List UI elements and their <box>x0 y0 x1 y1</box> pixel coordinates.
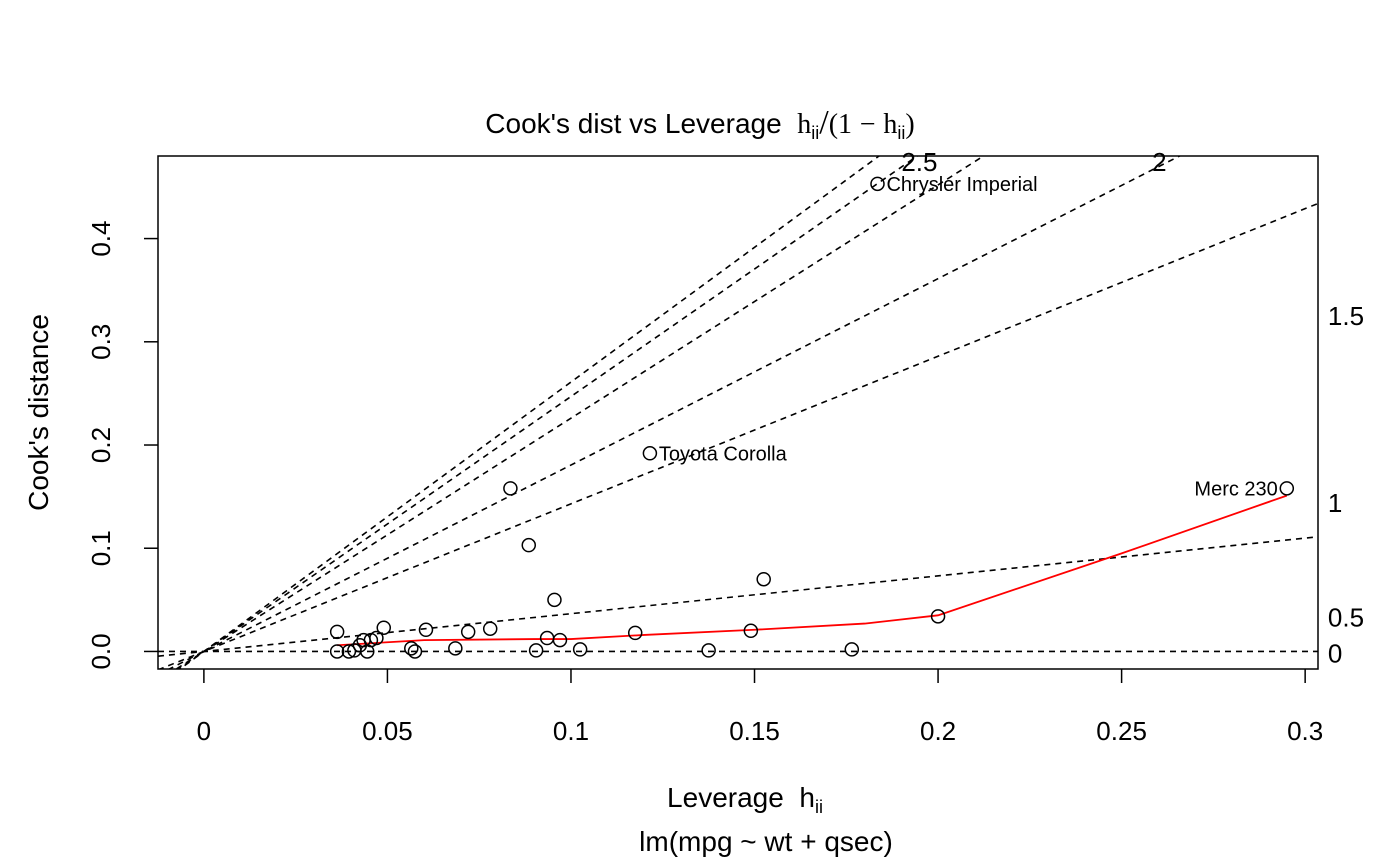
chart-title-ii: ii <box>811 123 820 143</box>
data-point-2 <box>329 644 345 659</box>
point-labels-group: Toyota Corolla Chrysler Imperial Merc 230 <box>659 174 1278 500</box>
data-point-9 <box>369 630 384 646</box>
points-group <box>329 176 1295 659</box>
x-tick-label-0: 0 <box>197 716 211 746</box>
data-point-1 <box>329 624 345 640</box>
data-point-3 <box>341 644 357 659</box>
contour-label-0: 0 <box>1328 638 1342 668</box>
chart-title-h2: h <box>883 109 898 140</box>
x-tick-label-0.15: 0.15 <box>729 716 780 746</box>
smooth-line <box>337 494 1288 647</box>
contour-label-2: 2 <box>1152 147 1166 177</box>
data-point-19 <box>528 643 544 658</box>
point-label-toyota-corolla: Toyota Corolla <box>659 443 788 465</box>
point-label-chrysler-imperial: Chrysler Imperial <box>886 174 1037 196</box>
data-point-23 <box>572 642 588 657</box>
data-point-24 <box>627 625 643 641</box>
chart-title-ii2: ii <box>897 123 906 143</box>
data-point-17 <box>503 481 518 496</box>
x-axis-label-h: h <box>799 782 815 813</box>
contour-line-2.5 <box>177 156 919 669</box>
y-tick-label-0.2: 0.2 <box>86 427 116 463</box>
x-tick-label-0.2: 0.2 <box>920 716 956 746</box>
data-point-26 <box>701 643 716 658</box>
data-point-29 <box>844 642 860 657</box>
data-point-11 <box>404 641 419 656</box>
x-tick-label-0.3: 0.3 <box>1287 716 1323 746</box>
contour-label-1-5: 1.5 <box>1328 301 1364 331</box>
y-tick-label-0.0: 0.0 <box>86 633 116 669</box>
axes-group: 0 0.05 0.1 0.15 0.2 0.25 0.3 0.0 0.1 0.2 0.3 0.4 Coo… <box>23 155 1323 746</box>
data-point-15 <box>460 624 476 640</box>
data-point-13 <box>418 622 434 638</box>
x-axis-label: Leverage hii <box>0 782 1400 818</box>
data-point-27 <box>743 623 759 639</box>
plot-frame <box>157 155 1319 670</box>
contour-line-2 <box>167 156 1182 669</box>
data-point-30 <box>870 176 885 192</box>
chart-title-prefix: Cook's dist vs Leverage <box>485 108 782 139</box>
chart-subtitle: lm(mpg ~ wt + qsec) <box>639 826 893 857</box>
contour-label-1: 1 <box>1328 488 1342 518</box>
point-label-merc-230: Merc 230 <box>1194 478 1277 500</box>
data-point-12 <box>407 644 423 659</box>
x-axis-label-text: Leverage <box>667 782 784 813</box>
chart-title-minus: − <box>859 109 876 140</box>
chart-title-slash: / <box>819 104 829 141</box>
y-tick-label-0.4: 0.4 <box>86 220 116 256</box>
data-point-28 <box>756 571 771 587</box>
data-point-16 <box>482 621 498 636</box>
y-tick-label-0.1: 0.1 <box>86 530 116 566</box>
data-point-22 <box>552 632 568 648</box>
data-point-32 <box>1279 481 1295 496</box>
data-point-18 <box>521 537 537 553</box>
contour-line-unlabeled-6 <box>178 156 881 669</box>
data-point-31 <box>930 609 946 624</box>
contour-line-0.5 <box>158 535 1318 657</box>
data-point-14 <box>448 641 463 656</box>
contour-label-0-5: 0.5 <box>1328 602 1364 632</box>
data-point-10 <box>376 620 392 635</box>
contour-line-1.5 <box>174 156 986 669</box>
contour-label-2-5: 2.5 <box>901 147 937 177</box>
x-tick-label-0.1: 0.1 <box>553 716 589 746</box>
y-axis-label: Cook's distance <box>23 314 54 511</box>
contour-labels-group: 0 0.5 1 1.5 2 2.5 <box>901 147 1364 668</box>
contour-lines <box>158 156 1318 669</box>
x-tick-label-0.25: 0.25 <box>1096 716 1147 746</box>
y-tick-label-0.3: 0.3 <box>86 324 116 360</box>
smooth-line-group <box>337 494 1288 647</box>
data-point-25 <box>642 446 658 461</box>
chart-title-close: ) <box>905 109 915 140</box>
data-point-20 <box>539 630 555 646</box>
data-point-21 <box>547 592 562 608</box>
x-axis-label-ii: ii <box>814 797 823 817</box>
chart-title-h: h <box>797 109 812 140</box>
x-tick-label-0.05: 0.05 <box>362 716 413 746</box>
chart-title: Cook's dist vs Leverage hii/(1 − hii) <box>0 104 1400 144</box>
contour-line-1 <box>158 202 1318 669</box>
chart-title-open: (1 <box>828 109 853 140</box>
